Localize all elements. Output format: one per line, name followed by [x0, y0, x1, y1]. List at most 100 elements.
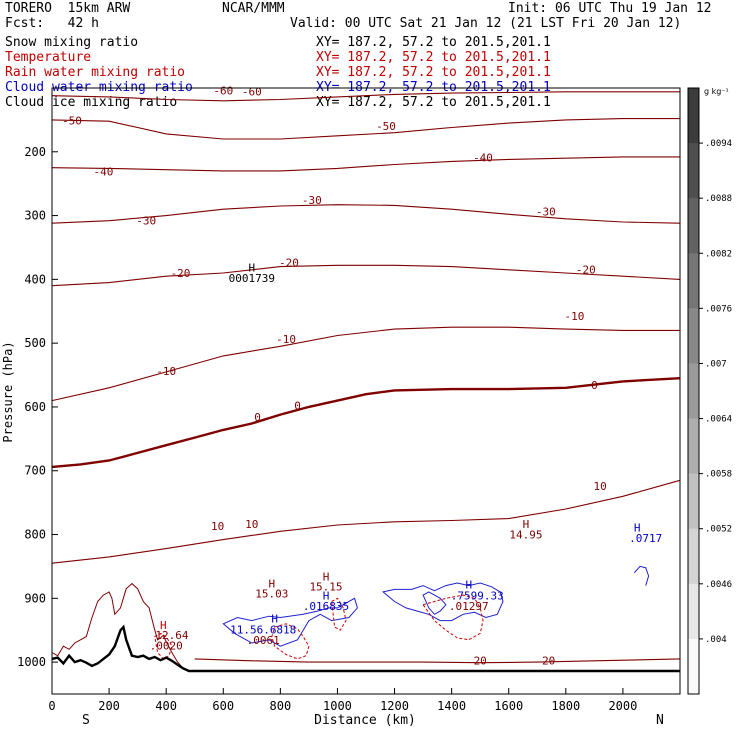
terrain-line: [51, 624, 680, 673]
contour-label: H: [268, 578, 275, 591]
temperature-contour-10: [51, 479, 681, 564]
x-tick-label: 1600: [494, 699, 523, 713]
y-tick-label: 1000: [17, 655, 46, 669]
temperature-contour--20: [51, 264, 681, 287]
contour-label: 14.95: [509, 528, 542, 541]
colorbar-frame: [687, 87, 700, 695]
colorbar-segment: [688, 638, 699, 695]
x-tick-label: 2000: [608, 699, 637, 713]
y-tick-label: 500: [24, 336, 46, 350]
contour-label: -10: [156, 365, 176, 378]
org-name: NCAR/MMM: [222, 1, 285, 16]
rain-water-contours: [154, 594, 484, 660]
colorbar-tick-label: .0058: [705, 470, 732, 480]
contour-label: 12.64: [155, 629, 188, 642]
y-tick-label: 900: [24, 591, 46, 605]
temperature-contour--60: [51, 91, 680, 102]
contour-label: -50: [62, 114, 82, 127]
south-end-label: S: [82, 713, 90, 728]
colorbar-segment: [688, 583, 699, 640]
colorbar-tick-label: .0052: [705, 525, 732, 535]
contour-label: -60: [242, 86, 262, 99]
contour-label: -40: [93, 165, 113, 178]
contour-label: H: [323, 571, 330, 584]
contour-label: -20: [576, 264, 596, 277]
cloud-water-contours: [222, 565, 650, 647]
contour-label: 15.03: [255, 588, 288, 601]
colorbar-tick-label: .0064: [705, 415, 732, 425]
model-title: TORERO 15km ARW: [5, 1, 131, 16]
contour-label: 0: [254, 411, 261, 424]
temperature-contour--40: [51, 156, 680, 172]
colorbar-tick-label: .004: [705, 635, 727, 645]
rain-water-contour: [422, 594, 484, 641]
contour-label: -20: [171, 267, 191, 280]
plot-frame: [51, 87, 681, 695]
contour-label: 10: [211, 520, 224, 533]
x-tick-label: 1000: [323, 699, 352, 713]
colorbar-segment: [688, 473, 699, 530]
contour-label: -40: [473, 151, 493, 164]
field-name-snow: Snow mixing ratio: [5, 35, 139, 50]
colorbar-tick-label: .0082: [705, 249, 732, 259]
x-tick-label: 1400: [437, 699, 466, 713]
init-time: Init: 06 UTC Thu 19 Jan 12: [508, 1, 712, 16]
contour-label: 20: [542, 655, 555, 668]
temperature-contour--30: [51, 204, 681, 224]
forecast-hour: Fcst: 42 h: [5, 16, 99, 31]
contour-label: H: [248, 262, 255, 275]
contour-label: -30: [302, 194, 322, 207]
x-tick-label: 600: [212, 699, 234, 713]
x-tick-label: 1200: [380, 699, 409, 713]
contour-label: 10: [593, 480, 606, 493]
y-axis-label: Pressure (hPa): [1, 341, 15, 442]
field-xy-snow: XY= 187.2, 57.2 to 201.5,201.1: [316, 35, 551, 50]
rain-water-contour: [331, 597, 347, 631]
rain-water-contour: [271, 623, 310, 660]
contour-label: .0717: [629, 532, 662, 545]
colorbar-segment: [688, 308, 699, 364]
terrain-outline: [51, 582, 195, 672]
colorbar-tick-label: .007: [705, 359, 727, 369]
contour-label: .0061: [247, 634, 280, 647]
field-xy-cloud-ice: XY= 187.2, 57.2 to 201.5,201.1: [316, 95, 551, 110]
colorbar-segment: [688, 418, 699, 475]
x-axis-label: Distance (km): [314, 713, 416, 728]
north-end-label: N: [656, 713, 664, 728]
temperature-contour-20: [194, 658, 681, 664]
field-xy-rain: XY= 187.2, 57.2 to 201.5,201.1: [316, 65, 551, 80]
contour-label: H: [160, 619, 167, 632]
colorbar-tick-label: .0076: [705, 304, 732, 314]
contour-label: H: [634, 521, 641, 534]
contour-label: -50: [376, 120, 396, 133]
field-xy-temperature: XY= 187.2, 57.2 to 201.5,201.1: [316, 50, 551, 65]
x-tick-label: 400: [155, 699, 177, 713]
contour-label: 0: [591, 379, 598, 392]
colorbar-segment: [688, 198, 699, 254]
colorbar-segment: [688, 88, 699, 144]
contour-label: H: [523, 518, 530, 531]
contour-label: 10: [245, 518, 258, 531]
y-tick-label: 300: [24, 209, 46, 223]
contour-label: 11.56.6818: [230, 623, 296, 636]
contour-label: H: [465, 579, 472, 592]
cloud-water-contour: [633, 565, 650, 586]
colorbar-segment: [688, 253, 699, 309]
valid-time: Valid: 00 UTC Sat 21 Jan 12 (21 LST Fri …: [290, 16, 682, 31]
colorbar-segment: [688, 528, 699, 585]
x-tick-label: 800: [270, 699, 292, 713]
contour-label: .01297: [449, 600, 489, 613]
contour-label: 15.15: [309, 581, 342, 594]
colorbar-unit: g kg⁻¹: [704, 87, 729, 96]
x-tick-label: 200: [98, 699, 120, 713]
contour-label: 20: [474, 655, 487, 668]
contour-label: -30: [136, 215, 156, 228]
cloud-water-contour: [382, 582, 504, 622]
x-tick-label: 0: [48, 699, 55, 713]
x-tick-label: 1800: [551, 699, 580, 713]
colorbar-tick-label: .0094: [705, 139, 732, 149]
field-name-temperature: Temperature: [5, 50, 92, 65]
contour-label: H: [271, 613, 278, 626]
temperature-contour--50: [51, 118, 680, 140]
